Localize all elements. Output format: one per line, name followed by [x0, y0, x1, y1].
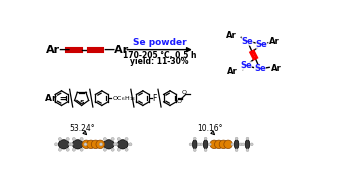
Ellipse shape — [203, 140, 208, 149]
Ellipse shape — [58, 140, 69, 149]
Circle shape — [210, 140, 218, 149]
Circle shape — [114, 143, 117, 146]
Text: OC$_6$H$_{13}$: OC$_6$H$_{13}$ — [112, 94, 137, 103]
Text: Se powder: Se powder — [133, 38, 186, 47]
Text: 170-205 °C, 0.5 h: 170-205 °C, 0.5 h — [123, 50, 196, 60]
Circle shape — [58, 148, 61, 151]
Text: Se: Se — [254, 64, 266, 73]
Ellipse shape — [192, 140, 197, 149]
Text: 10.16°: 10.16° — [198, 124, 223, 133]
Circle shape — [214, 140, 223, 149]
Text: Ar =: Ar = — [45, 94, 68, 103]
Circle shape — [198, 143, 200, 146]
Text: Ar—: Ar— — [46, 45, 71, 55]
Circle shape — [219, 140, 228, 149]
Circle shape — [66, 137, 69, 141]
Text: Ar: Ar — [271, 64, 282, 73]
Ellipse shape — [117, 140, 128, 149]
Circle shape — [189, 143, 192, 146]
Text: Ar: Ar — [269, 37, 280, 46]
Text: Ar: Ar — [227, 67, 238, 77]
Circle shape — [209, 143, 211, 146]
Circle shape — [103, 137, 106, 141]
Circle shape — [125, 137, 128, 141]
Circle shape — [193, 137, 196, 140]
Circle shape — [125, 148, 128, 151]
Ellipse shape — [234, 140, 239, 149]
Text: O: O — [182, 90, 187, 95]
Circle shape — [55, 143, 58, 146]
Text: F: F — [153, 94, 157, 103]
Circle shape — [235, 137, 238, 140]
Circle shape — [69, 143, 72, 146]
Circle shape — [246, 149, 249, 152]
Circle shape — [72, 148, 75, 151]
Ellipse shape — [103, 140, 114, 149]
Circle shape — [235, 149, 238, 152]
Circle shape — [80, 137, 83, 141]
Circle shape — [250, 143, 253, 146]
Circle shape — [115, 143, 118, 146]
Circle shape — [239, 143, 242, 146]
Circle shape — [129, 143, 132, 146]
Text: O: O — [176, 99, 181, 105]
Circle shape — [99, 143, 103, 146]
Ellipse shape — [72, 140, 83, 149]
Text: 53.24°: 53.24° — [70, 124, 95, 133]
Circle shape — [103, 148, 106, 151]
Circle shape — [231, 143, 234, 146]
Text: Se: Se — [240, 61, 252, 70]
Circle shape — [111, 137, 114, 141]
Circle shape — [91, 140, 100, 149]
Circle shape — [111, 148, 114, 151]
Circle shape — [58, 137, 61, 141]
Circle shape — [242, 143, 245, 146]
Circle shape — [72, 137, 75, 141]
Circle shape — [117, 137, 120, 141]
Text: yield: 11-30%: yield: 11-30% — [130, 57, 189, 67]
Text: Ar: Ar — [226, 30, 237, 40]
Circle shape — [246, 137, 249, 140]
Circle shape — [193, 149, 196, 152]
Circle shape — [70, 143, 73, 146]
Circle shape — [84, 143, 87, 146]
Circle shape — [117, 148, 120, 151]
Circle shape — [80, 148, 83, 151]
Circle shape — [204, 149, 207, 152]
Text: Se: Se — [241, 37, 253, 46]
Circle shape — [82, 140, 91, 149]
Circle shape — [224, 140, 232, 149]
Text: S: S — [79, 100, 84, 105]
Circle shape — [200, 143, 203, 146]
Circle shape — [96, 140, 105, 149]
Circle shape — [204, 137, 207, 140]
Circle shape — [66, 148, 69, 151]
Text: —Ar: —Ar — [103, 45, 129, 55]
Text: Se: Se — [256, 40, 267, 49]
Ellipse shape — [245, 140, 250, 149]
Circle shape — [87, 140, 95, 149]
